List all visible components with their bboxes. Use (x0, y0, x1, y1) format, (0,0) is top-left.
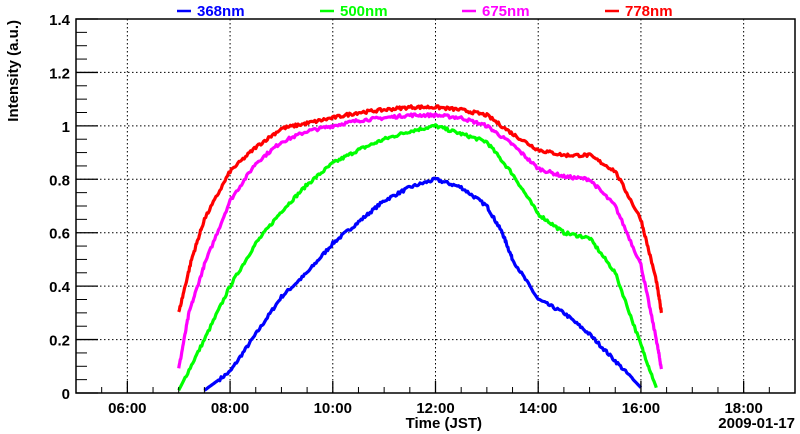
y-tick-label: 1.4 (49, 12, 71, 29)
y-tick-label: 0.2 (49, 333, 70, 350)
series-group (177, 104, 664, 392)
series-line-500nm (177, 123, 658, 392)
legend-label: 675nm (482, 3, 530, 20)
x-tick-label: 12:00 (416, 400, 454, 417)
y-axis-label: Intensity (a.u.) (5, 20, 22, 122)
x-tick-label: 08:00 (211, 400, 249, 417)
legend-label: 500nm (340, 3, 388, 20)
x-tick-label: 14:00 (519, 400, 557, 417)
y-tick-label: 1 (62, 119, 70, 136)
x-tick-label: 16:00 (622, 400, 660, 417)
series-line-368nm (203, 176, 643, 392)
ticks: 06:00 08:00 10:00 12:00 14:00 16:00 18:00 0 0.2 0… (49, 12, 796, 417)
y-tick-label: 1.2 (49, 65, 70, 82)
legend-label: 368nm (197, 3, 245, 20)
series-line-778nm (177, 104, 664, 314)
x-tick-label: 10:00 (314, 400, 352, 417)
legend: 368nm 500nm 675nm 778nm (177, 3, 673, 20)
x-tick-label: 18:00 (724, 400, 762, 417)
y-tick-label: 0 (62, 386, 70, 403)
legend-label: 778nm (625, 3, 673, 20)
series-line-675nm (177, 112, 664, 370)
x-axis-label: Time (JST) (406, 415, 482, 432)
y-tick-label: 0.6 (49, 226, 70, 243)
x-tick-label: 06:00 (108, 400, 146, 417)
y-tick-label: 0.8 (49, 172, 70, 189)
date-label: 2009-01-17 (718, 415, 795, 432)
y-tick-label: 0.4 (49, 279, 71, 296)
